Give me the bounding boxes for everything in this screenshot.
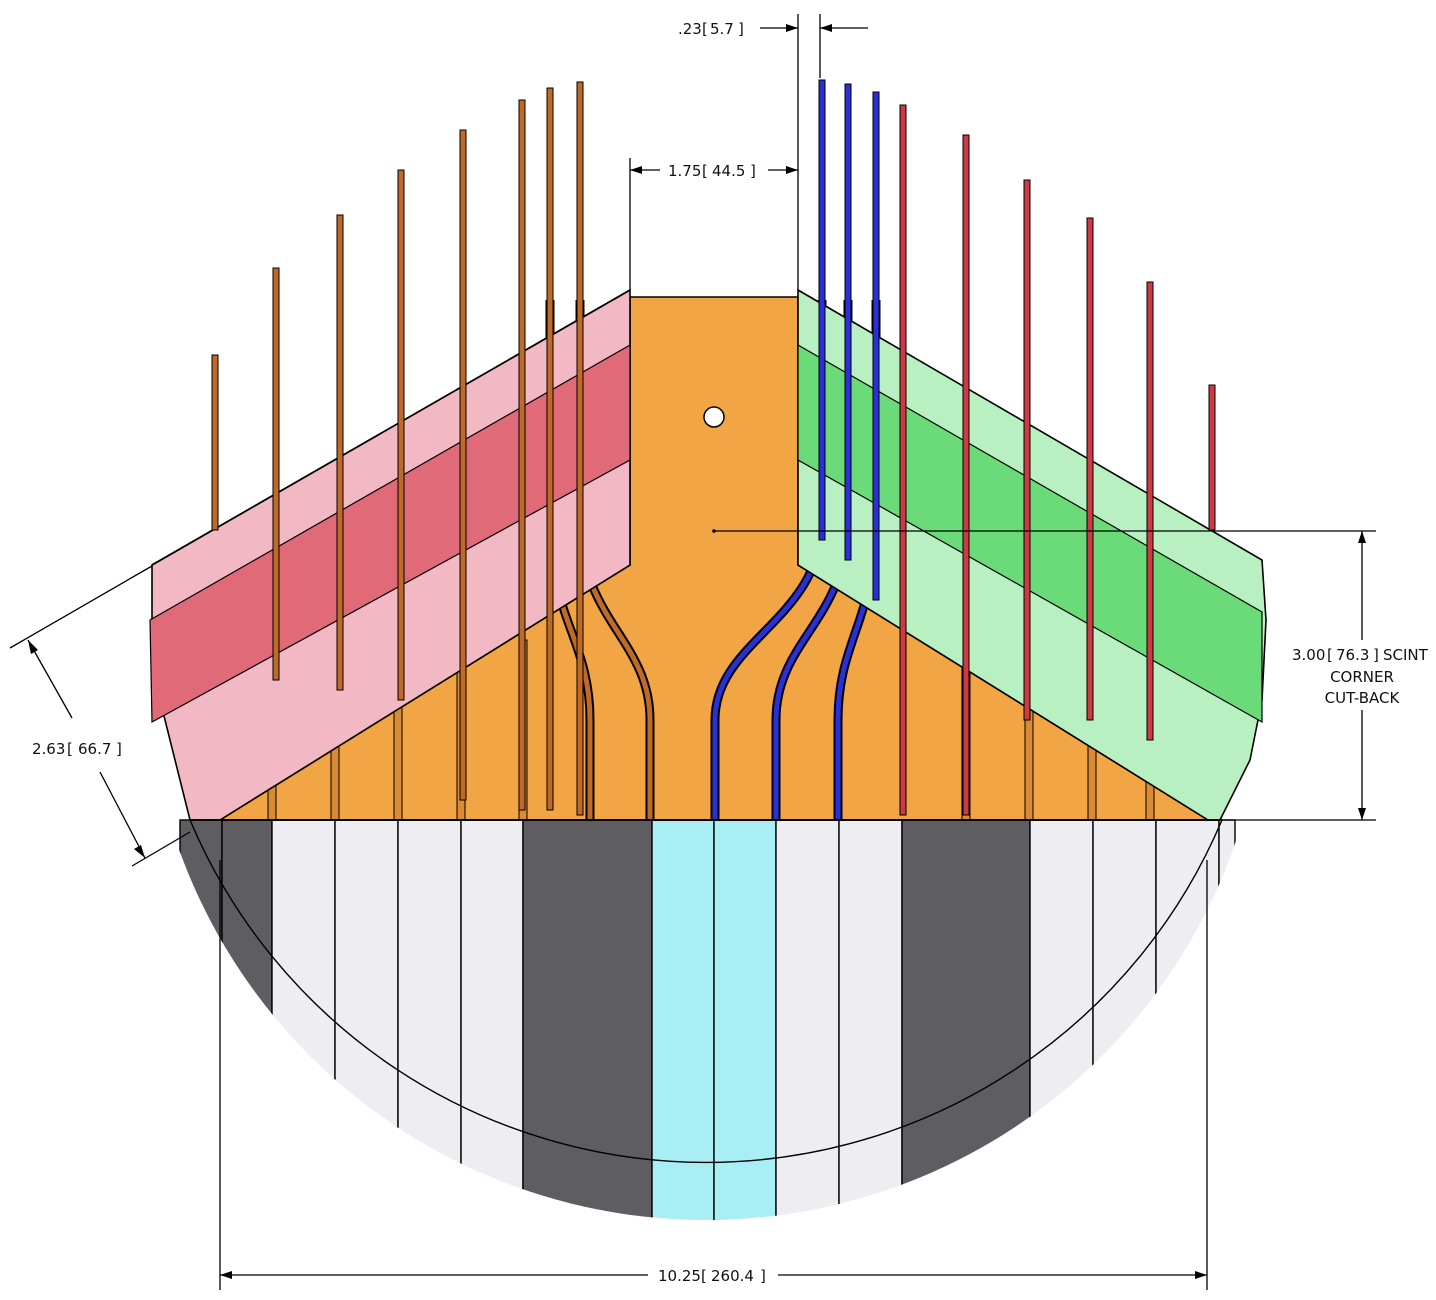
dim-corner-cutback-metric: 76.3 <box>1336 646 1369 664</box>
scintillator-strip <box>179 819 223 1220</box>
dim-corner-cutback-note-3: CUT-BACK <box>1325 689 1401 707</box>
fiber-rod <box>211 354 219 531</box>
dim-overall-width-imperial: 10.25 <box>658 1267 701 1285</box>
scintillator-strip <box>1155 819 1220 1220</box>
fiber-rod <box>1208 384 1216 531</box>
fiber-rod <box>818 79 826 541</box>
dim-corner-cutback: 3.00 [ 76.3 ] SCINT CORNER CUT-BACK <box>712 529 1429 821</box>
scintillator-strip <box>397 819 462 1220</box>
svg-text:[: [ <box>1327 646 1333 664</box>
fiber-rod <box>962 134 970 816</box>
svg-text:]: ] <box>738 20 744 38</box>
svg-text:[: [ <box>702 162 708 180</box>
scintillator-strip <box>651 819 715 1220</box>
dim-fiber-gap: .23 [ 5.7 ] <box>678 14 868 290</box>
fiber-rod <box>397 169 405 701</box>
dim-fiber-gap-metric: 5.7 <box>710 20 734 38</box>
fiber-rod <box>576 81 584 816</box>
dim-corner-cutback-imperial: 3.00 <box>1292 646 1325 664</box>
fiber-rod <box>1023 179 1031 721</box>
right-scintillator-wing <box>797 79 1267 821</box>
fiber-rod <box>872 91 880 601</box>
svg-text:]: ] <box>750 162 756 180</box>
fiber-rod <box>1086 217 1094 721</box>
left-scintillator-wing <box>149 81 631 821</box>
fiber-rod <box>844 83 852 561</box>
fiber-rod <box>272 267 280 681</box>
scintillator-strip <box>221 819 273 1220</box>
scintillator-strip <box>775 819 840 1220</box>
svg-text:]: ] <box>1373 646 1379 664</box>
svg-text:]: ] <box>116 740 122 758</box>
scintillator-strip <box>1218 819 1236 1220</box>
lower-strips <box>179 819 1236 1220</box>
left-wing-band <box>149 343 631 724</box>
svg-text:[: [ <box>701 1267 707 1285</box>
dim-corner-cutback-note-2: CORNER <box>1330 668 1394 686</box>
fiber-rod <box>518 99 526 811</box>
fiber-rod <box>546 87 554 811</box>
scintillator-strip <box>838 819 903 1220</box>
scintillator-strip <box>713 819 777 1220</box>
fiber-rod <box>1146 281 1154 741</box>
fiber-rod <box>459 129 467 801</box>
scintillator-strip <box>460 819 524 1220</box>
svg-text:]: ] <box>760 1267 766 1285</box>
fiber-rod <box>336 214 344 691</box>
fiber-rod <box>899 104 907 816</box>
dim-overall-width-metric: 260.4 <box>711 1267 754 1285</box>
scintillator-strip <box>901 819 1031 1220</box>
svg-text:[: [ <box>67 740 73 758</box>
dim-slant-metric: 66.7 <box>78 740 111 758</box>
dim-center-gap-imperial: 1.75 <box>668 162 701 180</box>
mounting-hole <box>703 406 725 428</box>
scintillator-strip <box>271 819 336 1220</box>
svg-text:[: [ <box>702 20 708 38</box>
dim-overall-width: 10.25 [ 260.4 ] <box>219 860 1208 1290</box>
dim-center-gap: 1.75 [ 44.5 ] <box>629 158 798 290</box>
dim-fiber-gap-imperial: .23 <box>678 20 702 38</box>
scintillator-strip <box>1092 819 1157 1220</box>
scintillator-strip <box>522 819 653 1220</box>
dim-slant: 2.63 [ 66.7 ] <box>9 565 191 867</box>
dim-corner-cutback-note-1: SCINT <box>1383 646 1429 664</box>
lower-arc-outline <box>189 819 1223 1164</box>
dim-center-gap-metric: 44.5 <box>712 162 745 180</box>
scintillator-strip <box>1029 819 1094 1220</box>
dim-slant-imperial: 2.63 <box>32 740 65 758</box>
